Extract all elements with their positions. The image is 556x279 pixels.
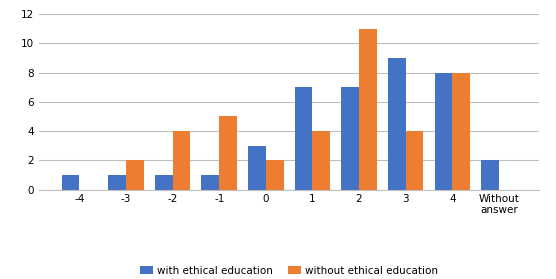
Bar (312, 131, 330, 190)
Bar (126, 160, 143, 190)
Bar (201, 175, 219, 190)
Bar (219, 117, 237, 190)
Bar (155, 175, 172, 190)
Legend: with ethical education, without ethical education: with ethical education, without ethical … (136, 262, 442, 279)
Bar (62, 175, 80, 190)
Bar (341, 87, 359, 190)
Bar (452, 73, 470, 190)
Bar (295, 87, 312, 190)
Bar (266, 160, 284, 190)
Bar (172, 131, 190, 190)
Bar (108, 175, 126, 190)
Bar (248, 146, 266, 190)
Bar (481, 160, 499, 190)
Bar (406, 131, 423, 190)
Bar (435, 73, 452, 190)
Bar (359, 29, 377, 190)
Bar (388, 58, 406, 190)
